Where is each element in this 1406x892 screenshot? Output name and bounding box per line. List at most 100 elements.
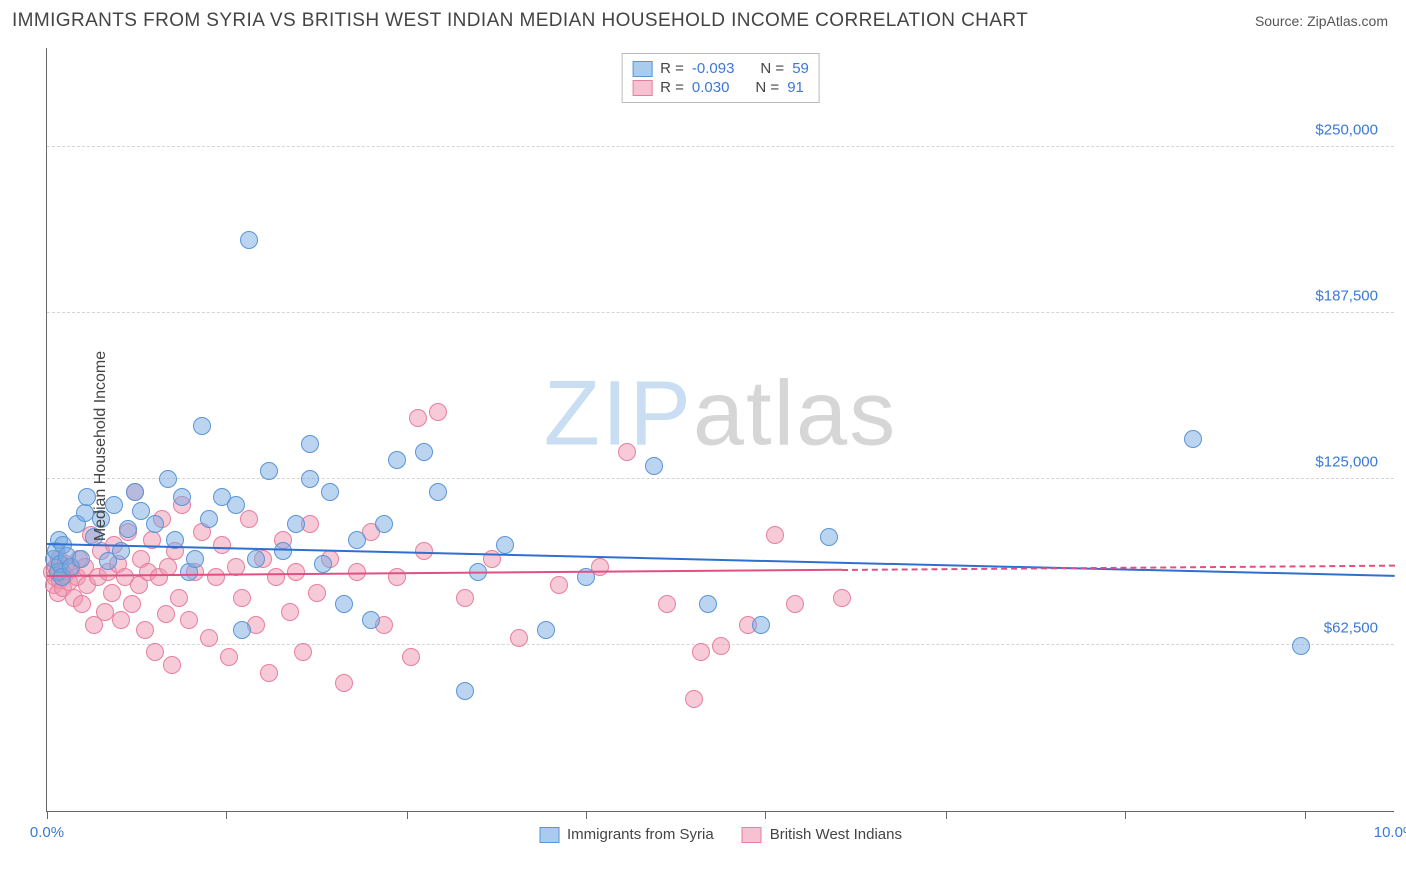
scatter-point	[294, 643, 312, 661]
scatter-point	[146, 515, 164, 533]
watermark: ZIPatlas	[544, 362, 897, 467]
legend-item-0: Immigrants from Syria	[539, 826, 714, 843]
scatter-point	[193, 417, 211, 435]
scatter-point	[429, 403, 447, 421]
scatter-point	[173, 488, 191, 506]
scatter-point	[752, 616, 770, 634]
scatter-point	[227, 496, 245, 514]
x-tick	[226, 811, 227, 819]
x-tick-label: 10.0%	[1374, 824, 1406, 841]
scatter-point	[314, 555, 332, 573]
scatter-point	[537, 621, 555, 639]
scatter-point	[1292, 637, 1310, 655]
swatch-bottom-0	[539, 827, 559, 843]
n-label: N =	[760, 60, 784, 77]
scatter-point	[200, 629, 218, 647]
scatter-point	[213, 536, 231, 554]
scatter-point	[388, 451, 406, 469]
y-tick-label: $250,000	[1315, 121, 1378, 138]
scatter-point	[820, 528, 838, 546]
scatter-point	[73, 595, 91, 613]
legend-label-0: Immigrants from Syria	[567, 826, 714, 843]
scatter-point	[260, 462, 278, 480]
scatter-point	[483, 550, 501, 568]
x-tick	[586, 811, 587, 819]
r-value-0: -0.093	[692, 60, 735, 77]
scatter-point	[247, 550, 265, 568]
scatter-point	[375, 515, 393, 533]
x-tick	[407, 811, 408, 819]
scatter-point	[456, 682, 474, 700]
scatter-point	[281, 603, 299, 621]
scatter-point	[123, 595, 141, 613]
r-label: R =	[660, 79, 684, 96]
scatter-point	[180, 611, 198, 629]
swatch-series-0	[632, 61, 652, 77]
scatter-point	[159, 558, 177, 576]
scatter-point	[163, 656, 181, 674]
scatter-point	[645, 457, 663, 475]
scatter-point	[308, 584, 326, 602]
y-axis-label: Median Household Income	[92, 351, 110, 541]
y-tick-label: $62,500	[1324, 619, 1378, 636]
scatter-point	[157, 605, 175, 623]
scatter-point	[685, 690, 703, 708]
legend-stats-row-1: R = 0.030 N = 91	[632, 78, 809, 97]
r-value-1: 0.030	[692, 79, 730, 96]
x-tick	[765, 811, 766, 819]
r-label: R =	[660, 60, 684, 77]
scatter-point	[103, 584, 121, 602]
scatter-point	[712, 637, 730, 655]
legend-series: Immigrants from Syria British West India…	[539, 826, 902, 843]
scatter-point	[692, 643, 710, 661]
scatter-point	[766, 526, 784, 544]
scatter-point	[240, 231, 258, 249]
y-tick-label: $187,500	[1315, 287, 1378, 304]
gridline	[47, 478, 1394, 479]
scatter-point	[510, 629, 528, 647]
scatter-point	[287, 563, 305, 581]
x-tick	[47, 811, 48, 819]
x-tick	[946, 811, 947, 819]
source-label: Source: ZipAtlas.com	[1255, 13, 1388, 29]
legend-stats-row-0: R = -0.093 N = 59	[632, 59, 809, 78]
scatter-point	[240, 510, 258, 528]
scatter-point	[362, 611, 380, 629]
scatter-point	[301, 435, 319, 453]
scatter-point	[415, 443, 433, 461]
scatter-point	[301, 470, 319, 488]
x-tick	[1125, 811, 1126, 819]
scatter-point	[112, 611, 130, 629]
scatter-point	[429, 483, 447, 501]
scatter-point	[186, 550, 204, 568]
scatter-point	[786, 595, 804, 613]
scatter-point	[415, 542, 433, 560]
swatch-bottom-1	[742, 827, 762, 843]
scatter-point	[456, 589, 474, 607]
x-tick-label: 0.0%	[30, 824, 64, 841]
scatter-point	[409, 409, 427, 427]
scatter-point	[658, 595, 676, 613]
scatter-point	[207, 568, 225, 586]
watermark-atlas: atlas	[693, 363, 897, 465]
n-value-1: 91	[787, 79, 804, 96]
scatter-point	[170, 589, 188, 607]
gridline	[47, 312, 1394, 313]
scatter-point	[233, 589, 251, 607]
n-value-0: 59	[792, 60, 809, 77]
scatter-point	[220, 648, 238, 666]
scatter-point	[699, 595, 717, 613]
scatter-point	[287, 515, 305, 533]
gridline	[47, 146, 1394, 147]
scatter-point	[321, 483, 339, 501]
scatter-point	[335, 674, 353, 692]
scatter-point	[496, 536, 514, 554]
legend-stats: R = -0.093 N = 59 R = 0.030 N = 91	[621, 53, 820, 103]
scatter-point	[159, 470, 177, 488]
scatter-point	[136, 621, 154, 639]
chart-title: IMMIGRANTS FROM SYRIA VS BRITISH WEST IN…	[12, 10, 1028, 32]
legend-label-1: British West Indians	[770, 826, 902, 843]
scatter-point	[1184, 430, 1202, 448]
scatter-point	[200, 510, 218, 528]
scatter-point	[126, 483, 144, 501]
